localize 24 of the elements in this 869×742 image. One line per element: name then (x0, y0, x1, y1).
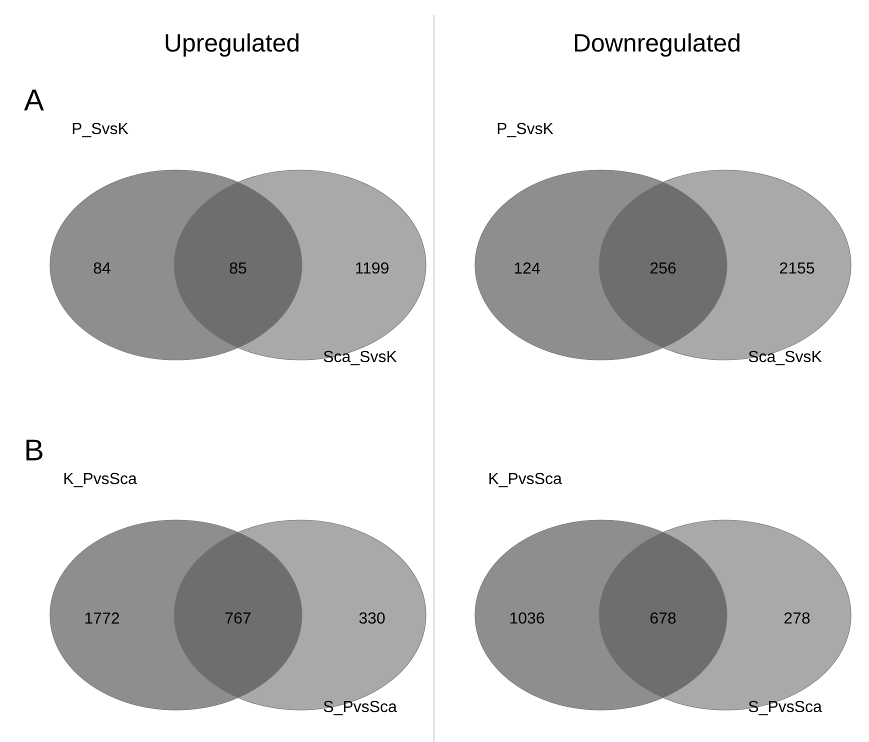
data-label: 767 (225, 612, 251, 624)
category-label: P_SvsK (498, 122, 554, 137)
category-label: P_SvsK (72, 122, 128, 137)
data-label: 330 (359, 612, 385, 624)
text: Upregulated (166, 33, 298, 56)
category-label: K_PvsSca (489, 472, 562, 487)
category-label: Sca_SvsK (324, 350, 397, 365)
data-label: 1036 (510, 612, 544, 624)
category-label: K_PvsSca (64, 472, 137, 487)
category-label: Sca_SvsK (748, 350, 822, 365)
data-label: 124 (514, 262, 540, 274)
data-label: 84 (94, 262, 110, 274)
category-label: S_PvsSca (324, 700, 397, 715)
data-label: 1199 (356, 262, 388, 274)
data-label: 678 (650, 612, 676, 624)
data-label: 1772 (85, 612, 119, 624)
data-label: 256 (650, 262, 676, 274)
data-label: 85 (230, 262, 246, 274)
data-label: 2155 (780, 262, 814, 274)
text: Downregulated (574, 33, 740, 56)
text: B (26, 439, 42, 460)
text: A (24, 89, 44, 110)
data-label: 278 (784, 612, 810, 624)
category-label: S_PvsSca (748, 700, 822, 715)
